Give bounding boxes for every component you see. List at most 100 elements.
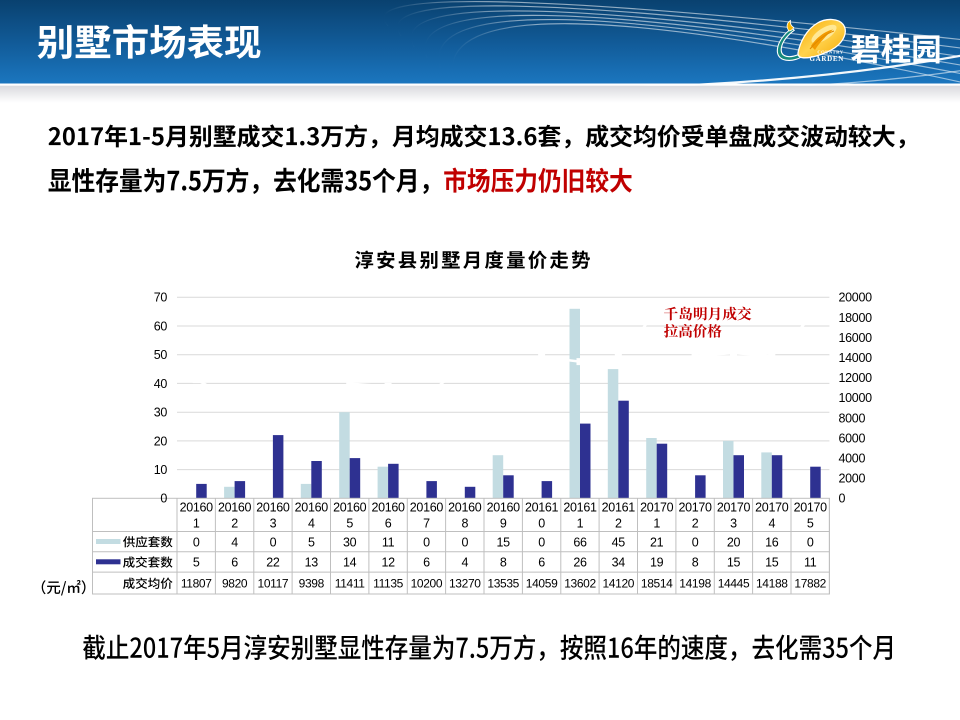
svg-text:15: 15 xyxy=(765,556,779,570)
svg-text:13535: 13535 xyxy=(487,577,519,591)
svg-text:9820: 9820 xyxy=(222,577,248,591)
svg-text:14198: 14198 xyxy=(679,577,711,591)
svg-text:8000: 8000 xyxy=(839,411,866,425)
svg-text:4: 4 xyxy=(308,517,315,531)
svg-text:1: 1 xyxy=(577,517,584,531)
svg-text:0: 0 xyxy=(538,535,545,549)
svg-text:0: 0 xyxy=(193,535,200,549)
svg-text:1: 1 xyxy=(193,517,200,531)
svg-text:50: 50 xyxy=(154,348,168,362)
svg-text:0: 0 xyxy=(423,535,430,549)
svg-text:20170: 20170 xyxy=(717,501,751,515)
svg-text:45: 45 xyxy=(612,535,626,549)
svg-text:20160: 20160 xyxy=(180,501,214,515)
svg-text:0: 0 xyxy=(538,517,545,531)
svg-text:11135: 11135 xyxy=(373,577,404,591)
svg-text:5: 5 xyxy=(308,535,315,549)
svg-text:20160: 20160 xyxy=(487,501,521,515)
svg-text:30: 30 xyxy=(154,406,168,420)
svg-text:20170: 20170 xyxy=(794,501,828,515)
svg-text:60: 60 xyxy=(154,319,168,333)
svg-text:4000: 4000 xyxy=(839,452,866,466)
svg-text:14188: 14188 xyxy=(756,577,788,591)
svg-text:20161: 20161 xyxy=(525,501,559,515)
svg-text:11807: 11807 xyxy=(181,577,212,591)
svg-text:1: 1 xyxy=(653,517,660,531)
svg-text:15: 15 xyxy=(497,535,511,549)
svg-text:12: 12 xyxy=(381,556,395,570)
svg-text:13270: 13270 xyxy=(449,577,481,591)
svg-text:16: 16 xyxy=(765,535,779,549)
svg-text:2: 2 xyxy=(231,517,238,531)
svg-text:13: 13 xyxy=(305,556,319,570)
svg-text:0: 0 xyxy=(270,535,277,549)
svg-text:12000: 12000 xyxy=(839,371,873,385)
svg-text:0: 0 xyxy=(692,535,699,549)
svg-text:40: 40 xyxy=(154,377,168,391)
svg-text:11: 11 xyxy=(382,535,395,549)
svg-text:14000: 14000 xyxy=(839,351,873,365)
svg-text:20160: 20160 xyxy=(295,501,329,515)
svg-text:GARDEN: GARDEN xyxy=(809,55,844,63)
svg-text:7: 7 xyxy=(423,517,430,531)
svg-text:20170: 20170 xyxy=(755,501,789,515)
svg-text:14059: 14059 xyxy=(526,577,558,591)
svg-text:14445: 14445 xyxy=(718,577,750,591)
svg-text:22: 22 xyxy=(266,556,280,570)
svg-text:20160: 20160 xyxy=(256,501,290,515)
svg-text:2: 2 xyxy=(615,517,622,531)
svg-text:11411: 11411 xyxy=(335,577,366,591)
svg-text:26: 26 xyxy=(573,556,587,570)
svg-text:20000: 20000 xyxy=(839,291,873,305)
svg-text:70: 70 xyxy=(154,291,168,305)
svg-text:20: 20 xyxy=(727,535,741,549)
svg-text:COUNTRY: COUNTRY xyxy=(817,50,843,55)
svg-text:17882: 17882 xyxy=(794,577,826,591)
svg-text:20160: 20160 xyxy=(218,501,252,515)
svg-text:18514: 18514 xyxy=(641,577,673,591)
svg-text:0: 0 xyxy=(160,492,167,506)
svg-text:20161: 20161 xyxy=(563,501,597,515)
svg-text:6: 6 xyxy=(231,556,238,570)
svg-text:9398: 9398 xyxy=(299,577,325,591)
svg-text:15: 15 xyxy=(727,556,741,570)
svg-text:9: 9 xyxy=(500,517,507,531)
svg-text:5: 5 xyxy=(193,556,200,570)
svg-text:4: 4 xyxy=(461,556,468,570)
svg-text:20170: 20170 xyxy=(678,501,712,515)
svg-text:20161: 20161 xyxy=(602,501,636,515)
svg-text:8: 8 xyxy=(500,556,507,570)
svg-text:8: 8 xyxy=(461,517,468,531)
svg-text:5: 5 xyxy=(807,517,814,531)
svg-text:18000: 18000 xyxy=(839,311,873,325)
svg-text:6: 6 xyxy=(423,556,430,570)
svg-text:19: 19 xyxy=(650,556,664,570)
svg-text:20160: 20160 xyxy=(333,501,367,515)
svg-text:0: 0 xyxy=(807,535,814,549)
svg-text:66: 66 xyxy=(573,535,587,549)
svg-text:10200: 10200 xyxy=(411,577,443,591)
svg-text:21: 21 xyxy=(650,535,664,549)
svg-text:34: 34 xyxy=(612,556,626,570)
svg-text:6: 6 xyxy=(385,517,392,531)
svg-text:10117: 10117 xyxy=(258,577,289,591)
svg-text:0: 0 xyxy=(461,535,468,549)
svg-text:5: 5 xyxy=(346,517,353,531)
svg-text:6: 6 xyxy=(538,556,545,570)
svg-text:0: 0 xyxy=(839,492,846,506)
svg-text:13602: 13602 xyxy=(564,577,596,591)
svg-text:14120: 14120 xyxy=(602,577,634,591)
svg-text:20160: 20160 xyxy=(371,501,405,515)
svg-text:14: 14 xyxy=(343,556,357,570)
svg-text:20160: 20160 xyxy=(410,501,444,515)
svg-text:2000: 2000 xyxy=(839,472,866,486)
svg-text:20160: 20160 xyxy=(448,501,482,515)
svg-text:8: 8 xyxy=(692,556,699,570)
svg-text:2: 2 xyxy=(692,517,699,531)
svg-text:20: 20 xyxy=(154,434,168,448)
svg-text:30: 30 xyxy=(343,535,357,549)
svg-text:4: 4 xyxy=(231,535,238,549)
svg-text:3: 3 xyxy=(270,517,277,531)
svg-text:6000: 6000 xyxy=(839,431,866,445)
svg-text:20170: 20170 xyxy=(640,501,674,515)
